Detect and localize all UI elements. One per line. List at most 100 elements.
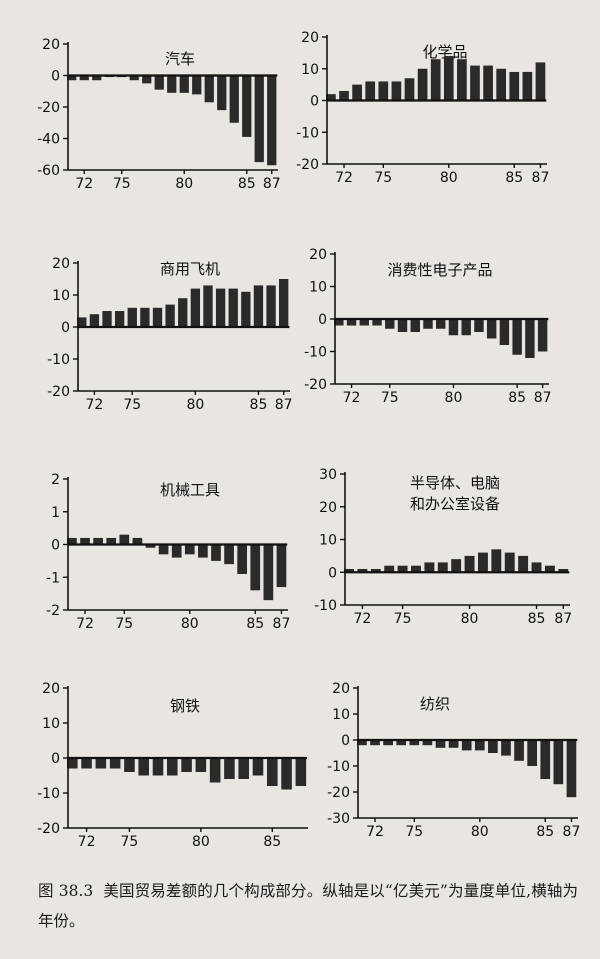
- y-tick-label: -20: [296, 157, 319, 173]
- y-tick-label: 2: [51, 472, 60, 488]
- bar: [102, 311, 112, 327]
- y-tick-label: -2: [46, 603, 60, 619]
- bar: [464, 555, 475, 573]
- bar: [224, 544, 234, 565]
- y-tick-label: -10: [296, 125, 319, 141]
- x-tick-label: 72: [343, 390, 361, 406]
- bar: [357, 740, 367, 746]
- y-tick-label: -10: [47, 352, 70, 368]
- x-tick-label: 87: [554, 611, 572, 627]
- bar: [93, 537, 103, 545]
- x-tick-label: 75: [394, 611, 412, 627]
- bar: [525, 319, 535, 358]
- bar: [267, 75, 277, 166]
- y-tick-label: 0: [61, 320, 70, 336]
- chart-title: 钢铁: [170, 697, 200, 715]
- y-tick-label: 0: [51, 751, 60, 767]
- bar: [544, 565, 555, 573]
- x-tick-label: 75: [115, 616, 133, 632]
- bar: [461, 319, 471, 336]
- bar: [254, 75, 264, 163]
- bar: [167, 75, 177, 93]
- x-tick-label: 72: [75, 176, 93, 192]
- bar: [229, 75, 239, 123]
- bar: [178, 298, 188, 327]
- bar: [451, 559, 462, 573]
- y-tick-label: -20: [304, 377, 327, 393]
- bar: [527, 740, 538, 766]
- bar: [461, 740, 472, 751]
- bar: [242, 75, 252, 137]
- bar: [518, 555, 529, 573]
- bar: [411, 565, 421, 573]
- y-tick-label: 20: [301, 30, 319, 46]
- bar: [474, 740, 485, 751]
- bar: [198, 544, 208, 558]
- bar: [140, 307, 150, 327]
- bar: [124, 758, 135, 772]
- chart-panel-3: 商用飞机 20 10 0 -10 -20 72 75 80 85 87: [47, 256, 292, 413]
- bar: [397, 319, 408, 332]
- bar: [77, 317, 87, 327]
- x-tick-label: 85: [508, 390, 526, 406]
- chart-panel-5: 机械工具 2 1 0 -1 -2 72 75 80 85 87: [46, 472, 290, 632]
- bar: [423, 319, 433, 329]
- bar: [422, 740, 433, 746]
- bar: [496, 68, 507, 101]
- bar: [435, 740, 446, 748]
- bar: [383, 740, 393, 746]
- bar: [531, 562, 542, 573]
- bar: [488, 740, 498, 753]
- chart-title: 消费性电子产品: [387, 261, 492, 279]
- bar: [228, 288, 238, 327]
- bar: [158, 544, 169, 555]
- bar: [142, 75, 152, 84]
- bar: [566, 740, 577, 798]
- x-tick-label: 85: [246, 616, 264, 632]
- y-tick-label: -10: [327, 759, 350, 775]
- bar: [211, 544, 221, 561]
- bar: [281, 758, 292, 790]
- bar: [509, 71, 520, 101]
- y-tick-label: 20: [319, 500, 337, 516]
- bar: [276, 544, 287, 588]
- bar: [448, 319, 459, 336]
- bar: [540, 740, 551, 779]
- bar: [558, 568, 569, 573]
- bar: [499, 319, 510, 345]
- bar: [80, 537, 90, 545]
- x-tick-label: 80: [461, 611, 479, 627]
- y-tick-label: 10: [332, 707, 350, 723]
- x-tick-label: 80: [186, 397, 204, 413]
- bar: [279, 279, 289, 327]
- bar: [204, 75, 214, 103]
- x-tick-label: 72: [85, 397, 103, 413]
- bar: [553, 740, 564, 785]
- bar: [171, 544, 182, 558]
- bar: [253, 285, 264, 327]
- bar: [138, 758, 149, 776]
- bar: [237, 544, 248, 574]
- x-tick-label: 75: [374, 170, 392, 186]
- bar: [179, 75, 189, 93]
- bar: [384, 565, 395, 573]
- bar: [535, 62, 546, 101]
- x-tick-label: 87: [275, 397, 293, 413]
- y-tick-label: 0: [310, 94, 319, 110]
- bar: [396, 740, 407, 746]
- bar: [67, 758, 78, 769]
- y-tick-label: 0: [318, 312, 327, 328]
- y-tick-label: -1: [46, 570, 60, 586]
- y-tick-label: 20: [332, 681, 350, 697]
- y-tick-label: 10: [301, 62, 319, 78]
- y-tick-label: 10: [52, 288, 70, 304]
- bar: [486, 319, 497, 339]
- x-tick-label: 87: [534, 390, 552, 406]
- bar: [437, 562, 448, 573]
- y-tick-label: -10: [304, 345, 327, 361]
- figure: 汽车 20 0 -20 -40 -60 72 75 80 85 87 化学品 20 10 0 -10 -20 72…: [37, 30, 580, 850]
- bar: [119, 534, 130, 545]
- x-tick-label: 85: [250, 397, 268, 413]
- y-tick-label: -10: [314, 598, 337, 614]
